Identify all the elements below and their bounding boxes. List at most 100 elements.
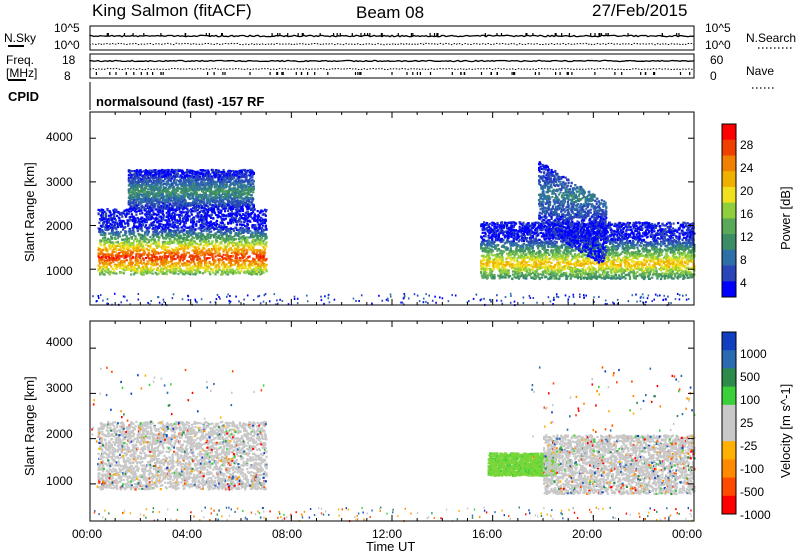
power-cell <box>175 183 178 187</box>
power-cell <box>132 226 135 229</box>
power-cell <box>243 267 246 270</box>
power-cell <box>144 179 147 182</box>
nave-spike <box>496 72 498 75</box>
power-cell <box>254 270 257 273</box>
nsky-spike <box>208 33 210 36</box>
power-cell <box>117 244 120 247</box>
power-cell <box>195 206 198 209</box>
power-cell <box>133 198 136 201</box>
power-cell <box>157 269 160 272</box>
power-cell <box>252 246 255 249</box>
power-cell <box>248 244 251 247</box>
power-cell <box>219 237 222 240</box>
power-cell <box>180 207 183 210</box>
power-cell <box>181 226 184 229</box>
power-cell <box>239 210 242 213</box>
power-cell <box>192 219 195 222</box>
power-cell <box>229 208 233 211</box>
power-cell <box>195 201 198 204</box>
power-cell <box>101 216 104 219</box>
power-cell <box>150 261 153 264</box>
power-cell <box>113 264 116 267</box>
power-cell <box>157 244 160 247</box>
power-cell <box>200 263 203 266</box>
power-cell <box>160 181 163 184</box>
power-cell <box>230 228 233 231</box>
power-cell <box>182 234 185 237</box>
power-cell <box>138 224 141 227</box>
power-cell <box>191 257 194 260</box>
power-cell <box>198 210 202 214</box>
power-cell <box>115 208 118 212</box>
power-cell <box>143 191 146 194</box>
power-cell <box>134 203 137 206</box>
power-cell <box>185 184 188 187</box>
power-cell <box>182 201 185 205</box>
power-cell <box>196 237 199 240</box>
power-cell <box>195 270 198 274</box>
power-cell <box>197 184 200 188</box>
power-cell <box>147 253 150 256</box>
power-cell <box>128 191 131 194</box>
power-cell <box>166 220 169 223</box>
power-cell <box>105 262 108 266</box>
power-cell <box>215 194 218 197</box>
power-cell <box>106 249 109 253</box>
power-cell <box>175 234 179 238</box>
power-cell <box>244 270 247 273</box>
power-cell <box>161 176 164 179</box>
power-cell <box>191 224 194 227</box>
power-cell <box>161 206 164 209</box>
power-cell <box>187 214 190 217</box>
power-cell <box>167 191 170 194</box>
power-cell <box>174 208 177 211</box>
power-cell <box>241 267 244 270</box>
power-cell <box>148 239 151 242</box>
power-cell <box>209 189 213 192</box>
power-cell <box>178 203 181 206</box>
power-cell <box>216 263 219 266</box>
power-cell <box>235 254 238 257</box>
power-cell <box>205 241 208 244</box>
power-cell <box>162 170 165 174</box>
power-cell <box>209 177 212 180</box>
power-cell <box>175 246 178 249</box>
power-cell <box>263 248 267 251</box>
power-cell <box>199 187 202 190</box>
power-cell <box>151 272 154 275</box>
power-cell <box>168 235 171 238</box>
power-cell <box>158 215 161 218</box>
power-cell <box>173 239 176 242</box>
power-cell <box>170 212 173 215</box>
power-cell <box>222 232 225 235</box>
power-cell <box>120 242 123 245</box>
power-cell <box>261 213 264 216</box>
power-cell <box>166 189 169 193</box>
power-cell <box>144 188 147 191</box>
power-cell <box>175 239 179 242</box>
power-cell <box>263 221 267 225</box>
power-cell <box>133 234 136 237</box>
power-cell <box>261 237 264 240</box>
power-cell <box>124 231 128 234</box>
power-cell <box>99 248 102 251</box>
power-cell <box>209 254 212 257</box>
power-cell <box>144 176 147 179</box>
power-cell <box>241 265 244 268</box>
power-cell <box>175 250 178 253</box>
freq-tick-top: 18 <box>62 53 76 67</box>
power-cell <box>192 225 195 229</box>
power-cell <box>191 230 194 233</box>
power-cell <box>255 260 258 263</box>
power-cell <box>201 190 204 193</box>
power-cell <box>114 221 117 224</box>
power-cell <box>123 269 126 272</box>
power-cell <box>203 192 206 195</box>
nsky-spike <box>271 33 273 36</box>
nsky-spike <box>429 33 431 36</box>
power-cell <box>227 209 230 213</box>
power-cell <box>192 273 195 276</box>
nave-spike <box>653 72 655 75</box>
power-cell <box>184 210 187 214</box>
power-cell <box>253 260 256 263</box>
